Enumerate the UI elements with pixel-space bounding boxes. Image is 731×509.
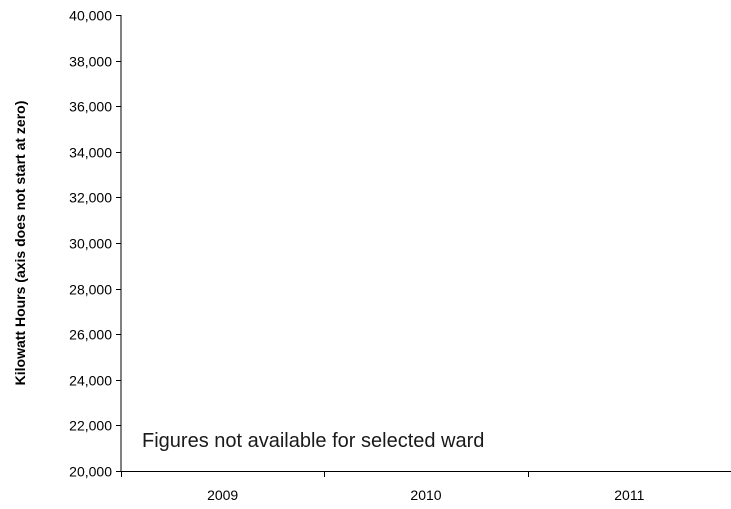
y-tick-label: 40,000 [69, 8, 112, 24]
y-axis-title: Kilowatt Hours (axis does not start at z… [12, 101, 28, 386]
y-tick-label: 38,000 [69, 54, 112, 70]
y-tick-label: 28,000 [69, 282, 112, 298]
y-tick-label: 34,000 [69, 145, 112, 161]
x-category-label: 2010 [410, 487, 441, 503]
x-axis: 2009 2010 2011 [121, 471, 731, 503]
x-category-label: 2009 [207, 487, 238, 503]
y-tick-label: 32,000 [69, 190, 112, 206]
x-category-label: 2011 [614, 487, 644, 503]
no-data-annotation: Figures not available for selected ward [142, 430, 484, 452]
y-tick-label: 36,000 [69, 99, 112, 115]
y-tick-label: 22,000 [69, 418, 112, 434]
y-tick-label: 20,000 [69, 464, 112, 480]
y-tick-label: 30,000 [69, 236, 112, 252]
y-axis: 20,000 22,000 24,000 26,000 28,000 30,000 32,0… [69, 8, 122, 480]
y-tick-label: 24,000 [69, 373, 112, 389]
y-tick-label: 26,000 [69, 327, 112, 343]
